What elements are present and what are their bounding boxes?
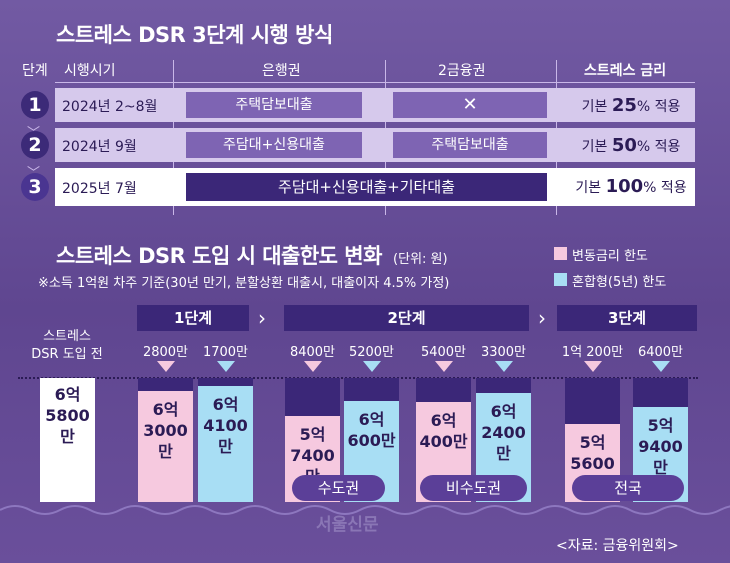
step-number: 2 [21,131,49,159]
chart-title-group: 스트레스 DSR 도입 시 대출한도 변화 (단위: 원) [56,240,448,270]
period-cell: 2025년 7월 [62,181,137,197]
rate-cell: 기본 50% 적용 [566,135,696,156]
bar-value: 6억 2400만 [481,402,526,463]
rate-cell: 기본 100% 적용 [566,176,696,197]
rate-prefix: 기본 [581,99,612,115]
down-arrow-icon [434,361,453,372]
second-cell: ✕ [393,92,547,118]
down-arrow-icon [362,361,381,372]
chevron-right-icon: › [258,306,266,330]
table-row [55,88,695,122]
before-bar: 6억 5800만 [40,378,95,502]
bank-second-cell: 주담대+신용대출+기타대출 [186,173,547,201]
source-note: <자료: 금융위원회> [556,538,679,554]
decrease-amount: 2800만 [142,345,189,360]
header-second: 2금융권 [438,63,486,79]
rate-suffix: % 적용 [643,180,687,196]
decrease-amount: 6400만 [637,345,684,360]
chevron-right-icon: › [538,306,546,330]
table-row [55,128,695,162]
legend-swatch-mixed [554,273,567,286]
bar-reduction-segment [138,378,193,391]
legend-label-mixed: 혼합형(5년) 한도 [572,275,667,290]
decrease-amount: 5200만 [348,345,395,360]
header-bank: 은행권 [262,63,301,79]
rate-suffix: % 적용 [636,99,681,115]
chart-title: 스트레스 DSR 도입 시 대출한도 변화 [56,244,382,268]
stage-header-3: 3단계 [557,305,697,331]
stage-header-1: 1단계 [137,305,249,331]
decrease-amount: 1억 200만 [561,345,624,360]
rate-value: 50 [611,135,637,156]
region-nationwide: 전국 [572,475,684,501]
decrease-amount: 5400만 [420,345,467,360]
bar-value: 6억 600만 [347,410,396,450]
bar-reduction-segment [285,378,340,416]
assumption-note: ※소득 1억원 차주 기준(30년 만기, 분할상환 대출시, 대출이자 4.5… [38,276,450,291]
bar-variable-rate: 6억 3000만 [138,391,193,502]
rate-cell: 기본 25% 적용 [566,95,696,116]
step-number: 1 [21,91,49,119]
rate-prefix: 기본 [575,180,606,196]
step-number: 3 [21,173,49,201]
rate-value: 100 [605,176,644,197]
before-label: 스트레스 DSR 도입 전 [31,329,103,362]
bar-reduction-segment [565,378,620,424]
bar-reduction-segment [416,378,471,402]
decrease-amount: 1700만 [202,345,249,360]
bar-value: 5억 9400만 [638,416,683,477]
region-non-capital: 비수도권 [420,475,527,501]
header-stage: 단계 [22,63,48,79]
legend-swatch-variable [554,247,567,260]
watermark: 서울신문 [316,515,379,535]
down-arrow-icon [583,361,602,372]
stage-header-2: 2단계 [284,305,529,331]
before-value: 6억 5800만 [45,385,90,446]
bar-reduction-segment [344,378,399,401]
second-cell: 주택담보대출 [393,132,547,158]
period-cell: 2024년 2~8월 [62,99,158,115]
unit-label: (단위: 원) [393,252,448,267]
bar-value: 6억 3000만 [143,400,188,461]
header-divider [55,82,695,83]
wave-decoration [0,505,730,515]
down-arrow-icon [651,361,670,372]
period-cell: 2024년 9월 [62,139,137,155]
header-period: 시행시기 [64,63,116,79]
decrease-amount: 8400만 [289,345,336,360]
rate-value: 25 [611,95,637,116]
down-arrow-icon [303,361,322,372]
table-title: 스트레스 DSR 3단계 시행 방식 [56,23,333,47]
down-arrow-icon [216,361,235,372]
down-arrow-icon [494,361,513,372]
bar-reduction-segment [198,378,253,386]
bar-value: 6억 4100만 [203,395,248,456]
bank-cell: 주담대+신용대출 [186,132,362,158]
header-rate: 스트레스 금리 [584,63,667,79]
legend-label-variable: 변동금리 한도 [572,249,648,264]
bar-reduction-segment [476,378,531,393]
bar-mixed-rate: 6억 4100만 [198,386,253,502]
rate-prefix: 기본 [581,139,612,155]
bank-cell: 주택담보대출 [186,92,362,118]
decrease-amount: 3300만 [480,345,527,360]
down-arrow-icon [156,361,175,372]
region-capital: 수도권 [292,475,385,501]
bar-value: 6억 400만 [419,411,468,451]
bar-reduction-segment [633,378,688,407]
rate-suffix: % 적용 [636,139,681,155]
